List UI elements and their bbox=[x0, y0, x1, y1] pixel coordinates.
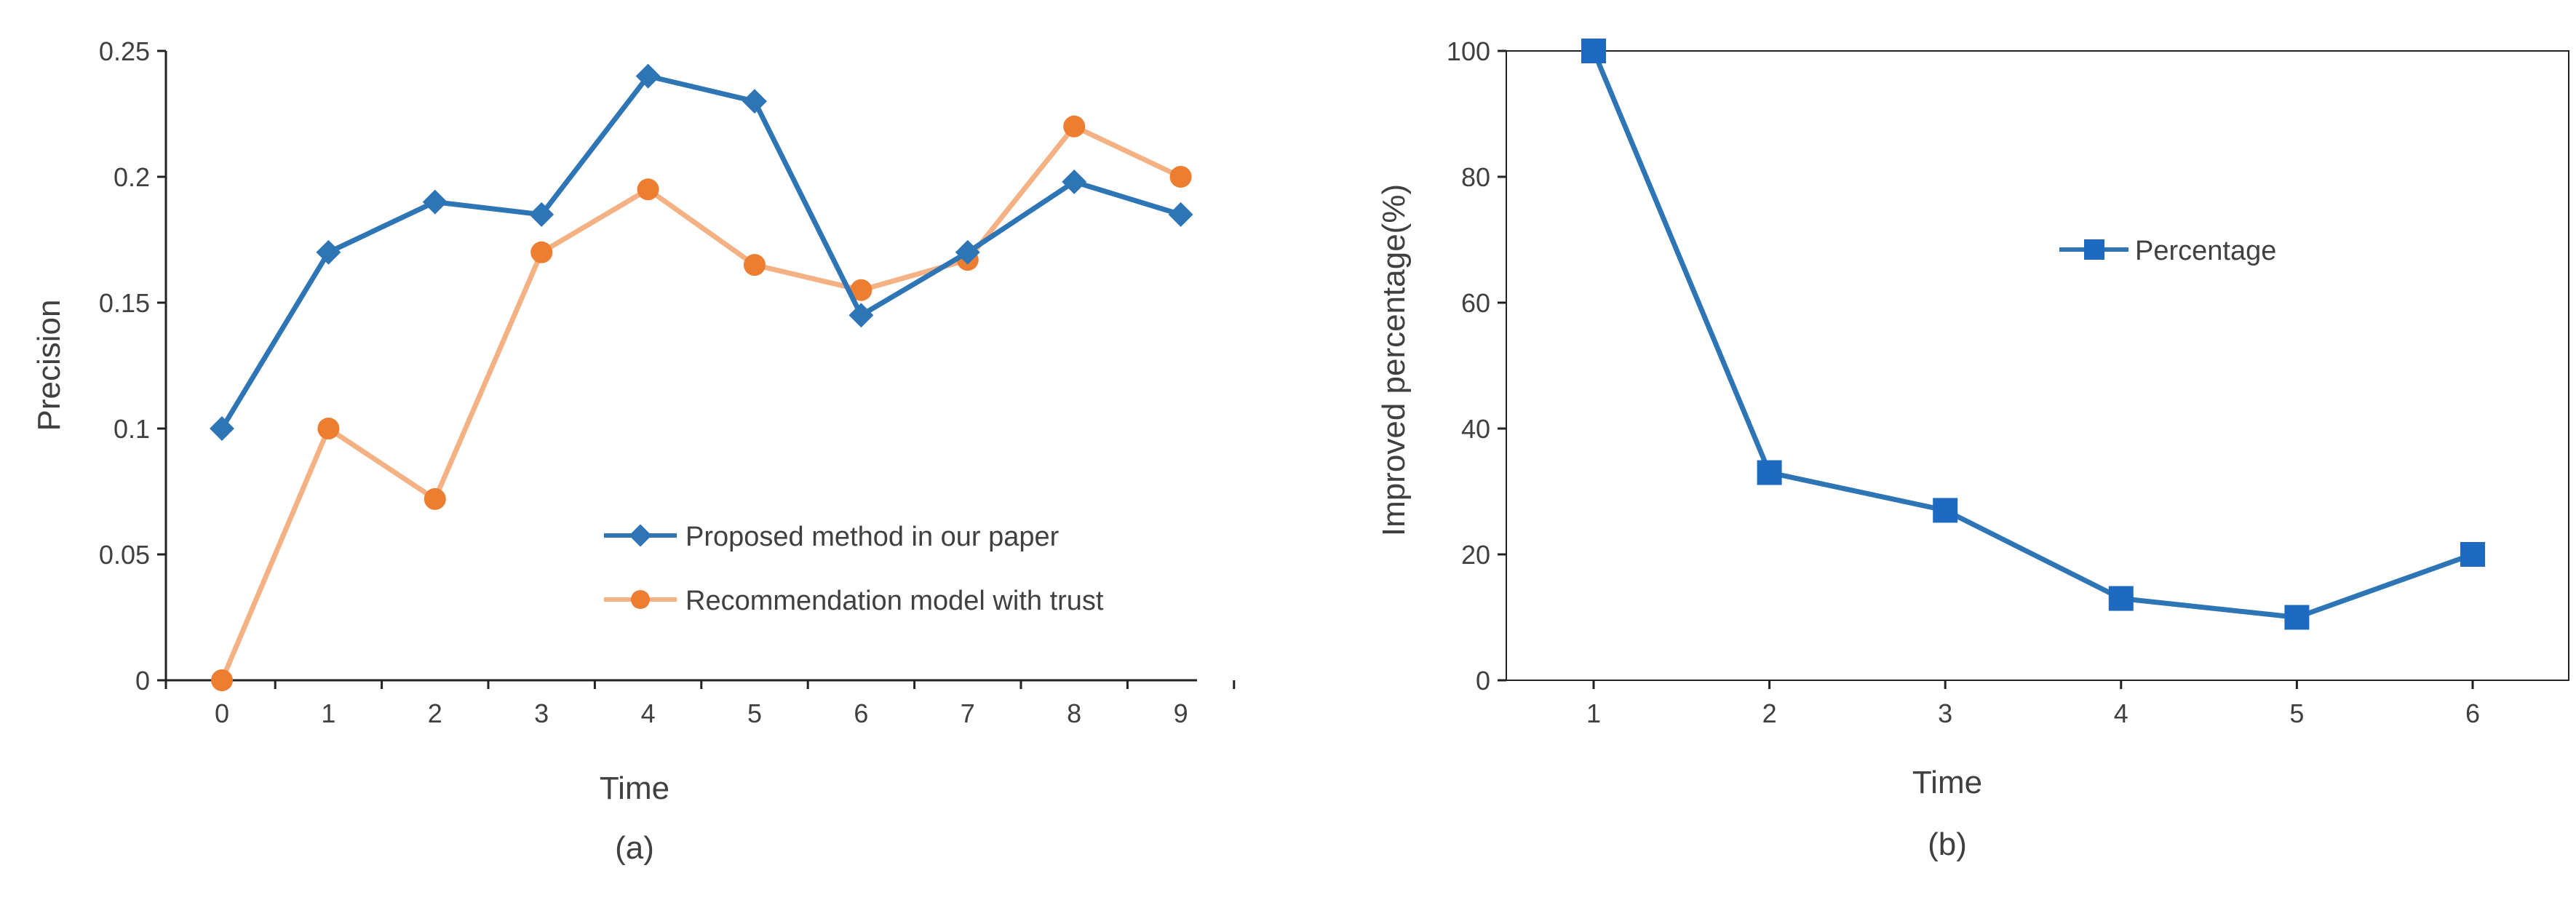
x-tick-label: 1 bbox=[1586, 698, 1601, 728]
y-tick-label: 0.15 bbox=[99, 288, 150, 318]
y-tick-label: 40 bbox=[1461, 414, 1490, 444]
data-point-percentage bbox=[1933, 498, 1958, 523]
x-tick-label: 5 bbox=[2289, 698, 2304, 728]
legend-square-marker bbox=[2084, 239, 2104, 260]
legend-label-percentage: Percentage bbox=[2135, 236, 2276, 266]
chart-a-legend: Proposed method in our paper Recommendat… bbox=[604, 522, 1104, 616]
y-tick-label: 0.05 bbox=[99, 540, 150, 570]
legend-circle-marker bbox=[631, 590, 650, 609]
y-tick-label: 0 bbox=[135, 666, 150, 696]
chart-a-y-ticks: 0 0.05 0.1 0.15 0.2 0.25 bbox=[99, 36, 166, 696]
series-line-trust bbox=[219, 124, 1182, 682]
x-tick-label: 9 bbox=[1174, 698, 1188, 728]
data-point-proposed bbox=[1168, 202, 1193, 227]
data-point-percentage bbox=[2460, 542, 2485, 567]
series-line-proposed bbox=[220, 73, 1182, 430]
data-point-trust bbox=[530, 241, 553, 263]
data-point-trust bbox=[850, 279, 872, 301]
chart-b-y-ticks: 0 20 40 60 80 100 bbox=[1447, 36, 1506, 696]
data-point-percentage bbox=[1757, 460, 1782, 485]
data-point-proposed bbox=[955, 239, 980, 265]
data-point-proposed bbox=[210, 416, 234, 441]
data-point-proposed bbox=[742, 89, 767, 114]
legend-item-percentage: Percentage bbox=[2059, 236, 2276, 266]
x-tick-label: 6 bbox=[854, 698, 868, 728]
y-tick-label: 100 bbox=[1447, 36, 1490, 66]
series-line-percentage bbox=[1591, 49, 2474, 620]
chart-a-y-axis-title: Precision bbox=[31, 300, 67, 431]
x-tick-label: 5 bbox=[747, 698, 762, 728]
x-tick-label: 8 bbox=[1067, 698, 1081, 728]
chart-a: 0 0.05 0.1 0.15 0.2 0.25 0 1 2 3 4 5 6 7 8 9 Precision… bbox=[31, 36, 1236, 866]
legend-diamond-marker bbox=[629, 524, 652, 547]
y-tick-label: 60 bbox=[1461, 288, 1490, 318]
x-tick-label: 2 bbox=[428, 698, 442, 728]
chart-b-x-ticks: 1 2 3 4 5 6 bbox=[1586, 680, 2480, 728]
data-point-trust bbox=[317, 418, 340, 439]
legend-label-trust: Recommendation model with trust bbox=[685, 586, 1104, 616]
x-tick-label: 1 bbox=[321, 698, 335, 728]
chart-b: 0 20 40 60 80 100 1 2 3 4 5 6 Improved percentage(… bbox=[1376, 36, 2569, 862]
y-tick-label: 0 bbox=[1476, 666, 1490, 696]
chart-b-series bbox=[1581, 39, 2485, 630]
chart-a-panel-label: (a) bbox=[615, 830, 654, 866]
y-tick-label: 0.2 bbox=[114, 162, 150, 192]
data-point-proposed bbox=[529, 202, 554, 227]
chart-b-legend: Percentage bbox=[2059, 236, 2276, 266]
data-point-trust bbox=[744, 254, 766, 276]
chart-b-panel-label: (b) bbox=[1928, 827, 1967, 862]
data-point-proposed bbox=[848, 303, 874, 328]
legend-item-proposed: Proposed method in our paper bbox=[604, 522, 1060, 552]
data-point-percentage bbox=[1581, 39, 1606, 63]
y-tick-label: 20 bbox=[1461, 540, 1490, 570]
data-point-percentage bbox=[2284, 605, 2310, 630]
x-tick-label: 0 bbox=[215, 698, 229, 728]
data-point-trust bbox=[637, 178, 659, 201]
x-tick-label: 4 bbox=[2114, 698, 2128, 728]
chart-b-x-axis-title: Time bbox=[1912, 765, 1982, 800]
x-tick-label: 7 bbox=[961, 698, 975, 728]
x-tick-label: 2 bbox=[1762, 698, 1777, 728]
x-tick-label: 3 bbox=[1938, 698, 1952, 728]
data-point-proposed bbox=[422, 189, 448, 215]
data-point-trust bbox=[211, 669, 233, 691]
legend-item-trust: Recommendation model with trust bbox=[604, 586, 1104, 616]
chart-a-x-ticks: 0 1 2 3 4 5 6 7 8 9 bbox=[164, 680, 1236, 728]
legend-label-proposed: Proposed method in our paper bbox=[685, 522, 1060, 552]
data-point-trust bbox=[424, 487, 446, 510]
x-tick-label: 6 bbox=[2465, 698, 2480, 728]
data-point-proposed bbox=[316, 239, 341, 265]
data-point-trust bbox=[1169, 166, 1192, 188]
chart-b-y-axis-title: Improved percentage(%) bbox=[1376, 184, 1412, 536]
data-point-proposed bbox=[1062, 169, 1087, 194]
y-tick-label: 80 bbox=[1461, 162, 1490, 192]
y-tick-label: 0.25 bbox=[99, 36, 150, 66]
x-tick-label: 3 bbox=[534, 698, 549, 728]
data-point-percentage bbox=[2108, 586, 2134, 611]
y-tick-label: 0.1 bbox=[114, 414, 150, 444]
data-point-trust bbox=[1063, 115, 1086, 138]
x-tick-label: 4 bbox=[641, 698, 656, 728]
chart-a-series bbox=[210, 63, 1193, 691]
chart-a-x-axis-title: Time bbox=[600, 770, 669, 806]
chart-b-plot-frame bbox=[1506, 50, 2569, 681]
